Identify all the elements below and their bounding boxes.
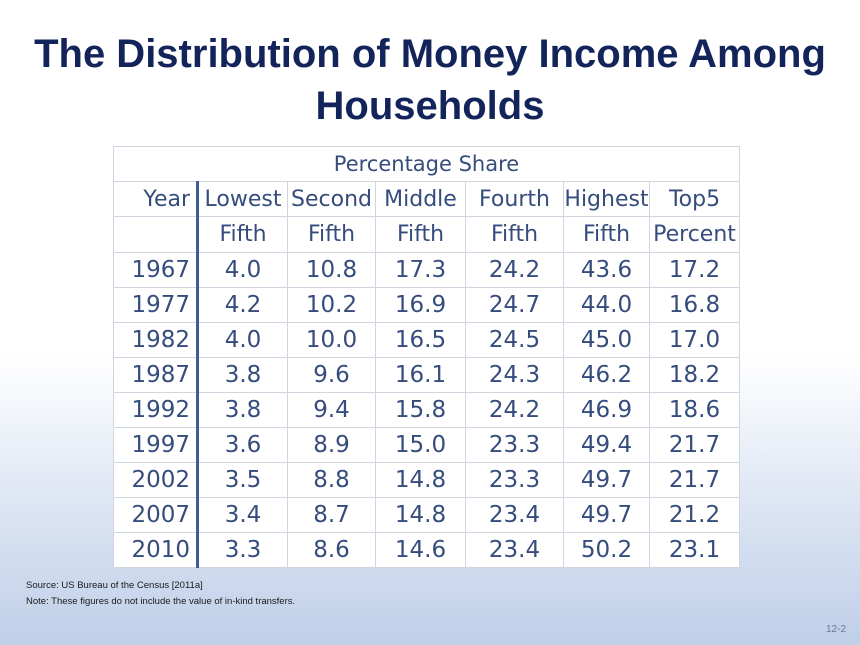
- share-cell: 23.4: [465, 497, 564, 533]
- table-row: 1967 4.0 10.8 17.3 24.2 43.6 17.2: [113, 252, 740, 288]
- table-row: 1977 4.2 10.2 16.9 24.7 44.0 16.8: [113, 287, 740, 323]
- share-cell: 45.0: [563, 322, 650, 358]
- share-cell: 14.6: [375, 532, 466, 568]
- share-cell: 8.8: [287, 462, 376, 498]
- share-cell: 17.3: [375, 252, 466, 288]
- header2-fourth: Fifth: [465, 216, 564, 253]
- share-cell: 3.8: [197, 357, 288, 393]
- share-cell: 9.6: [287, 357, 376, 393]
- table-row: 1987 3.8 9.6 16.1 24.3 46.2 18.2: [113, 357, 740, 393]
- slide-title-line2: Households: [315, 84, 545, 128]
- share-cell: 14.8: [375, 497, 466, 533]
- year-cell: 1987: [113, 357, 199, 393]
- share-cell: 44.0: [563, 287, 650, 323]
- slide-title: The Distribution of Money Income Among H…: [0, 28, 860, 132]
- share-cell: 3.4: [197, 497, 288, 533]
- table-row: 1992 3.8 9.4 15.8 24.2 46.9 18.6: [113, 392, 740, 428]
- share-cell: 21.7: [649, 462, 740, 498]
- source-note: Source: US Bureau of the Census [2011a]: [26, 580, 203, 591]
- share-cell: 43.6: [563, 252, 650, 288]
- share-cell: 21.7: [649, 427, 740, 463]
- header2-second: Fifth: [287, 216, 376, 253]
- year-cell: 2002: [113, 462, 199, 498]
- share-cell: 49.7: [563, 497, 650, 533]
- share-cell: 10.0: [287, 322, 376, 358]
- share-cell: 15.0: [375, 427, 466, 463]
- year-cell: 1982: [113, 322, 199, 358]
- share-cell: 23.4: [465, 532, 564, 568]
- share-cell: 3.8: [197, 392, 288, 428]
- share-cell: 21.2: [649, 497, 740, 533]
- share-cell: 16.1: [375, 357, 466, 393]
- share-cell: 16.9: [375, 287, 466, 323]
- header-year: Year: [113, 181, 199, 217]
- share-cell: 8.6: [287, 532, 376, 568]
- share-cell: 46.2: [563, 357, 650, 393]
- share-cell: 9.4: [287, 392, 376, 428]
- share-cell: 17.0: [649, 322, 740, 358]
- share-cell: 46.9: [563, 392, 650, 428]
- share-cell: 3.5: [197, 462, 288, 498]
- share-cell: 24.2: [465, 252, 564, 288]
- header-fourth: Fourth: [465, 181, 564, 217]
- income-distribution-table: Percentage Share Year Lowest Second Midd…: [113, 146, 740, 568]
- share-cell: 8.7: [287, 497, 376, 533]
- table-row: 1997 3.6 8.9 15.0 23.3 49.4 21.7: [113, 427, 740, 463]
- header-lowest: Lowest: [197, 181, 288, 217]
- table-row: 2002 3.5 8.8 14.8 23.3 49.7 21.7: [113, 462, 740, 498]
- header-middle: Middle: [375, 181, 466, 217]
- year-cell: 1967: [113, 252, 199, 288]
- share-cell: 49.7: [563, 462, 650, 498]
- share-cell: 16.5: [375, 322, 466, 358]
- header2-year: [113, 216, 199, 253]
- share-cell: 23.1: [649, 532, 740, 568]
- header2-lowest: Fifth: [197, 216, 288, 253]
- header-second: Second: [287, 181, 376, 217]
- slide-title-line1: The Distribution of Money Income Among: [34, 32, 826, 76]
- share-cell: 24.2: [465, 392, 564, 428]
- share-cell: 16.8: [649, 287, 740, 323]
- year-cell: 1977: [113, 287, 199, 323]
- share-cell: 4.0: [197, 252, 288, 288]
- year-cell: 2010: [113, 532, 199, 568]
- share-cell: 14.8: [375, 462, 466, 498]
- share-cell: 18.6: [649, 392, 740, 428]
- group-header: Percentage Share: [113, 146, 740, 182]
- share-cell: 49.4: [563, 427, 650, 463]
- share-cell: 18.2: [649, 357, 740, 393]
- share-cell: 4.2: [197, 287, 288, 323]
- header2-middle: Fifth: [375, 216, 466, 253]
- share-cell: 23.3: [465, 427, 564, 463]
- share-cell: 4.0: [197, 322, 288, 358]
- share-cell: 10.8: [287, 252, 376, 288]
- share-cell: 3.3: [197, 532, 288, 568]
- share-cell: 17.2: [649, 252, 740, 288]
- share-cell: 10.2: [287, 287, 376, 323]
- share-cell: 24.5: [465, 322, 564, 358]
- share-cell: 15.8: [375, 392, 466, 428]
- header2-top5: Percent: [649, 216, 740, 253]
- share-cell: 8.9: [287, 427, 376, 463]
- year-cell: 2007: [113, 497, 199, 533]
- table-row: 2010 3.3 8.6 14.6 23.4 50.2 23.1: [113, 532, 740, 568]
- year-cell: 1997: [113, 427, 199, 463]
- share-cell: 3.6: [197, 427, 288, 463]
- header-top5: Top5: [649, 181, 740, 217]
- year-cell: 1992: [113, 392, 199, 428]
- table-row: 1982 4.0 10.0 16.5 24.5 45.0 17.0: [113, 322, 740, 358]
- share-cell: 24.3: [465, 357, 564, 393]
- share-cell: 50.2: [563, 532, 650, 568]
- header-highest: Highest: [563, 181, 650, 217]
- page-number: 12-2: [825, 624, 846, 635]
- table-row: 2007 3.4 8.7 14.8 23.4 49.7 21.2: [113, 497, 740, 533]
- transfer-note: Note: These figures do not include the v…: [26, 596, 296, 607]
- share-cell: 24.7: [465, 287, 564, 323]
- share-cell: 23.3: [465, 462, 564, 498]
- header2-highest: Fifth: [563, 216, 650, 253]
